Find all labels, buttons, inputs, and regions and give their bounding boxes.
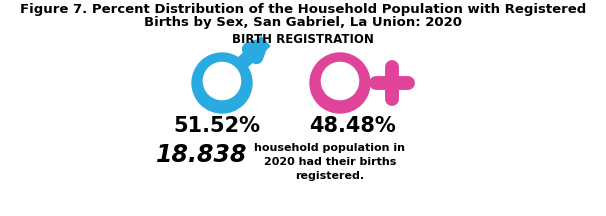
- Circle shape: [204, 62, 241, 100]
- Circle shape: [310, 53, 370, 113]
- Text: 51.52%: 51.52%: [173, 116, 261, 136]
- Text: 18.838: 18.838: [156, 143, 248, 167]
- Text: 48.48%: 48.48%: [308, 116, 395, 136]
- Text: Figure 7. Percent Distribution of the Household Population with Registered: Figure 7. Percent Distribution of the Ho…: [20, 3, 586, 16]
- Circle shape: [192, 53, 252, 113]
- Text: BIRTH REGISTRATION: BIRTH REGISTRATION: [232, 33, 374, 46]
- Text: household population in
2020 had their births
registered.: household population in 2020 had their b…: [255, 143, 405, 181]
- Text: Births by Sex, San Gabriel, La Union: 2020: Births by Sex, San Gabriel, La Union: 20…: [144, 16, 462, 29]
- Circle shape: [321, 62, 359, 100]
